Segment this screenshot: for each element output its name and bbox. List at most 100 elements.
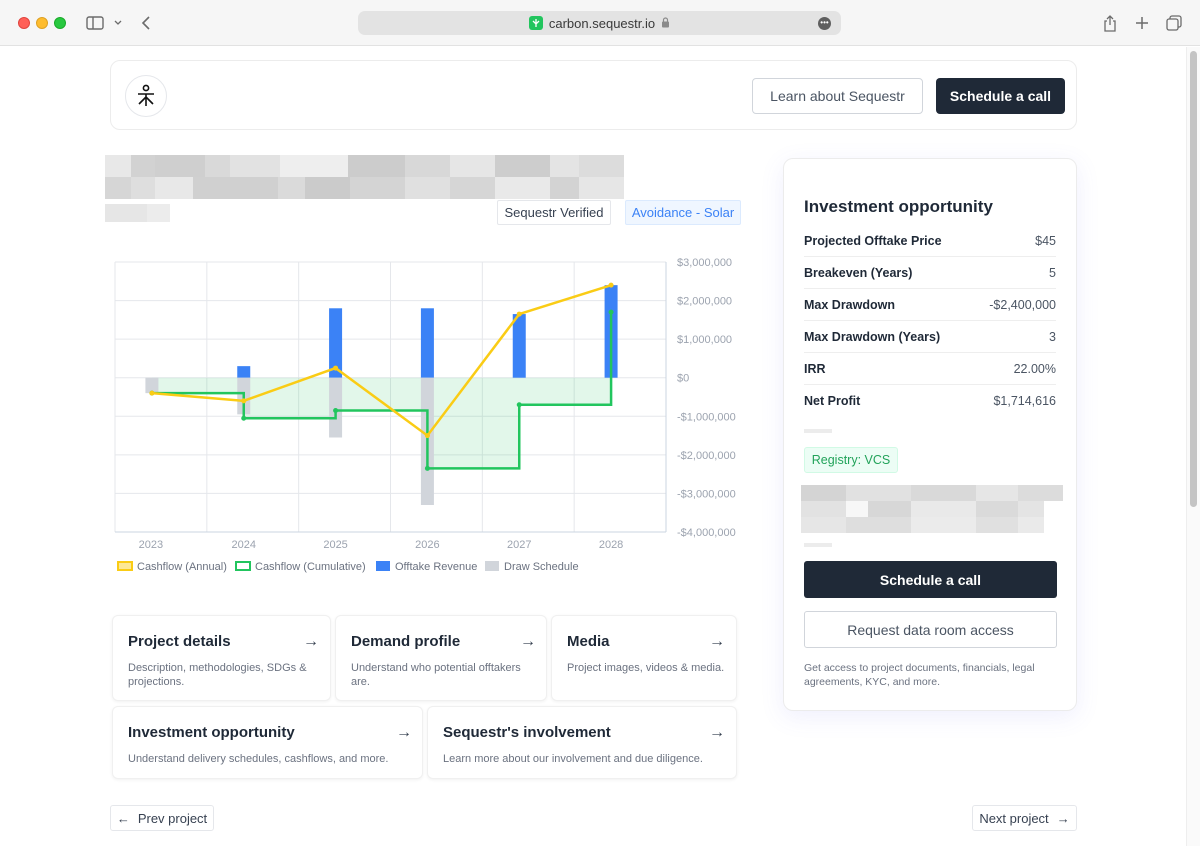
learn-about-button[interactable]: Learn about Sequestr bbox=[752, 78, 923, 114]
back-icon[interactable] bbox=[138, 12, 154, 34]
chart-lines bbox=[149, 282, 614, 471]
legend-label: Draw Schedule bbox=[504, 561, 579, 573]
x-tick-label: 2023 bbox=[139, 539, 163, 551]
y-axis-labels: $3,000,000 $2,000,000 $1,000,000 $0 -$1,000,… bbox=[677, 257, 736, 539]
redacted-text bbox=[804, 543, 832, 547]
stat-value: -$2,400,000 bbox=[989, 297, 1056, 312]
y-tick-label: $0 bbox=[677, 373, 689, 385]
draw-schedulebar bbox=[145, 377, 159, 394]
y-tick-label: -$3,000,000 bbox=[677, 488, 736, 500]
annual-point bbox=[424, 433, 430, 439]
zoom-window-button[interactable] bbox=[54, 17, 66, 29]
card-title: Demand profile bbox=[351, 633, 461, 650]
card-description: Project images, videos & media. bbox=[567, 662, 725, 674]
y-tick-label: -$4,000,000 bbox=[677, 527, 736, 539]
schedule-call-button[interactable]: Schedule a call bbox=[804, 561, 1057, 598]
card-project-details[interactable]: Project details → Description, methodolo… bbox=[112, 615, 331, 701]
prev-project-button[interactable]: ← Prev project bbox=[110, 805, 214, 831]
card-title: Project details bbox=[128, 633, 231, 650]
arrow-right-icon: → bbox=[709, 633, 725, 650]
investment-panel: Investment opportunity Projected Offtake… bbox=[783, 158, 1077, 711]
data-room-note: Get access to project documents, financi… bbox=[804, 662, 1035, 688]
offtake-revenuebar bbox=[329, 308, 343, 378]
card-title: Media bbox=[567, 633, 610, 650]
stat-label: Breakeven (Years) bbox=[804, 265, 913, 280]
close-window-button[interactable] bbox=[18, 17, 30, 29]
card-title: Investment opportunity bbox=[128, 724, 295, 741]
x-tick-label: 2027 bbox=[507, 539, 531, 551]
arrow-right-icon: → bbox=[303, 633, 319, 650]
page-scrollbar[interactable] bbox=[1186, 47, 1200, 846]
page-content: Learn about Sequestr Schedule a call Seq… bbox=[0, 47, 1186, 846]
chart-legend[interactable]: Cashflow (Annual) Cashflow (Cumulative) Of… bbox=[117, 561, 579, 573]
cumulative-point bbox=[241, 415, 247, 421]
legend-swatch bbox=[117, 561, 133, 571]
stat-row: Projected Offtake Price $45 bbox=[804, 225, 1056, 257]
legend-swatch bbox=[376, 561, 390, 571]
arrow-right-icon: → bbox=[520, 633, 536, 650]
request-data-room-button[interactable]: Request data room access bbox=[804, 611, 1057, 648]
lock-icon bbox=[661, 16, 670, 31]
site-favicon-icon bbox=[528, 16, 543, 30]
tab-overview-icon[interactable] bbox=[1164, 12, 1184, 34]
cumulative-area-fill bbox=[151, 377, 612, 469]
stat-label: Max Drawdown bbox=[804, 297, 895, 312]
cumulative-point bbox=[608, 309, 614, 315]
card-description: Understand delivery schedules, cashflows… bbox=[128, 753, 389, 765]
cashflow-chart: $3,000,000 $2,000,000 $1,000,000 $0 -$1,000,… bbox=[114, 257, 736, 573]
stat-value: 5 bbox=[1049, 265, 1056, 280]
sidebar-icon[interactable] bbox=[84, 12, 106, 34]
offtake-revenuebar bbox=[512, 314, 526, 378]
legend-swatch bbox=[235, 561, 251, 571]
new-tab-icon[interactable] bbox=[1132, 12, 1152, 34]
share-icon[interactable] bbox=[1100, 12, 1120, 34]
browser-toolbar: carbon.sequestr.io ••• bbox=[0, 0, 1200, 46]
address-bar[interactable]: carbon.sequestr.io ••• bbox=[358, 11, 841, 35]
redacted-project-subtitle bbox=[105, 204, 170, 222]
next-project-button[interactable]: Next project → bbox=[972, 805, 1077, 831]
arrow-right-icon: → bbox=[396, 724, 412, 741]
cumulative-point bbox=[333, 408, 339, 413]
card-sequestr-involvement[interactable]: Sequestr's involvement → Learn more abou… bbox=[427, 706, 737, 779]
card-investment-opportunity[interactable]: Investment opportunity → Understand deli… bbox=[112, 706, 423, 779]
chevron-down-icon[interactable] bbox=[112, 12, 124, 34]
y-tick-label: $1,000,000 bbox=[677, 334, 732, 346]
prev-project-label: Prev project bbox=[137, 810, 208, 826]
x-axis-labels: 2023 2024 2025 2026 2027 2028 bbox=[139, 539, 624, 551]
legend-label: Cashflow (Cumulative) bbox=[255, 561, 366, 573]
stat-row: Max Drawdown -$2,400,000 bbox=[804, 289, 1056, 321]
legend-label: Cashflow (Annual) bbox=[137, 561, 227, 573]
stat-row: Breakeven (Years) 5 bbox=[804, 257, 1056, 289]
y-tick-label: -$1,000,000 bbox=[677, 411, 736, 423]
stat-label: Max Drawdown (Years) bbox=[804, 329, 941, 344]
offtake-revenuebar bbox=[237, 366, 251, 378]
stat-value: 3 bbox=[1049, 329, 1056, 344]
x-tick-label: 2024 bbox=[232, 539, 256, 551]
stat-row: IRR 22.00% bbox=[804, 353, 1056, 385]
card-demand-profile[interactable]: Demand profile → Understand who potentia… bbox=[335, 615, 547, 701]
cumulative-cashflow-line bbox=[151, 312, 613, 470]
stat-label: IRR bbox=[804, 361, 826, 376]
redacted-project-title bbox=[105, 155, 624, 199]
stat-row: Max Drawdown (Years) 3 bbox=[804, 321, 1056, 353]
more-options-icon[interactable]: ••• bbox=[818, 17, 831, 30]
section-cards: Project details → Description, methodolo… bbox=[112, 615, 739, 783]
arrow-right-icon: → bbox=[1056, 810, 1070, 826]
panel-title: Investment opportunity bbox=[804, 197, 993, 216]
url-text: carbon.sequestr.io bbox=[548, 15, 656, 31]
schedule-call-header-button[interactable]: Schedule a call bbox=[936, 78, 1065, 114]
annual-cashflow-line bbox=[151, 283, 612, 438]
annual-point bbox=[149, 390, 155, 396]
scrollbar-thumb[interactable] bbox=[1190, 51, 1197, 507]
card-description: Description, methodologies, SDGs & proje… bbox=[128, 662, 307, 688]
offtake-revenuebar bbox=[420, 308, 434, 378]
x-tick-label: 2025 bbox=[323, 539, 347, 551]
chart-grid bbox=[114, 261, 667, 533]
card-description: Learn more about our involvement and due… bbox=[443, 753, 703, 765]
stat-label: Net Profit bbox=[804, 394, 861, 408]
sequestr-logo-icon[interactable] bbox=[125, 75, 167, 117]
redacted-text bbox=[804, 429, 832, 433]
minimize-window-button[interactable] bbox=[36, 17, 48, 29]
card-media[interactable]: Media → Project images, videos & media. bbox=[551, 615, 737, 701]
x-tick-label: 2028 bbox=[599, 539, 623, 551]
